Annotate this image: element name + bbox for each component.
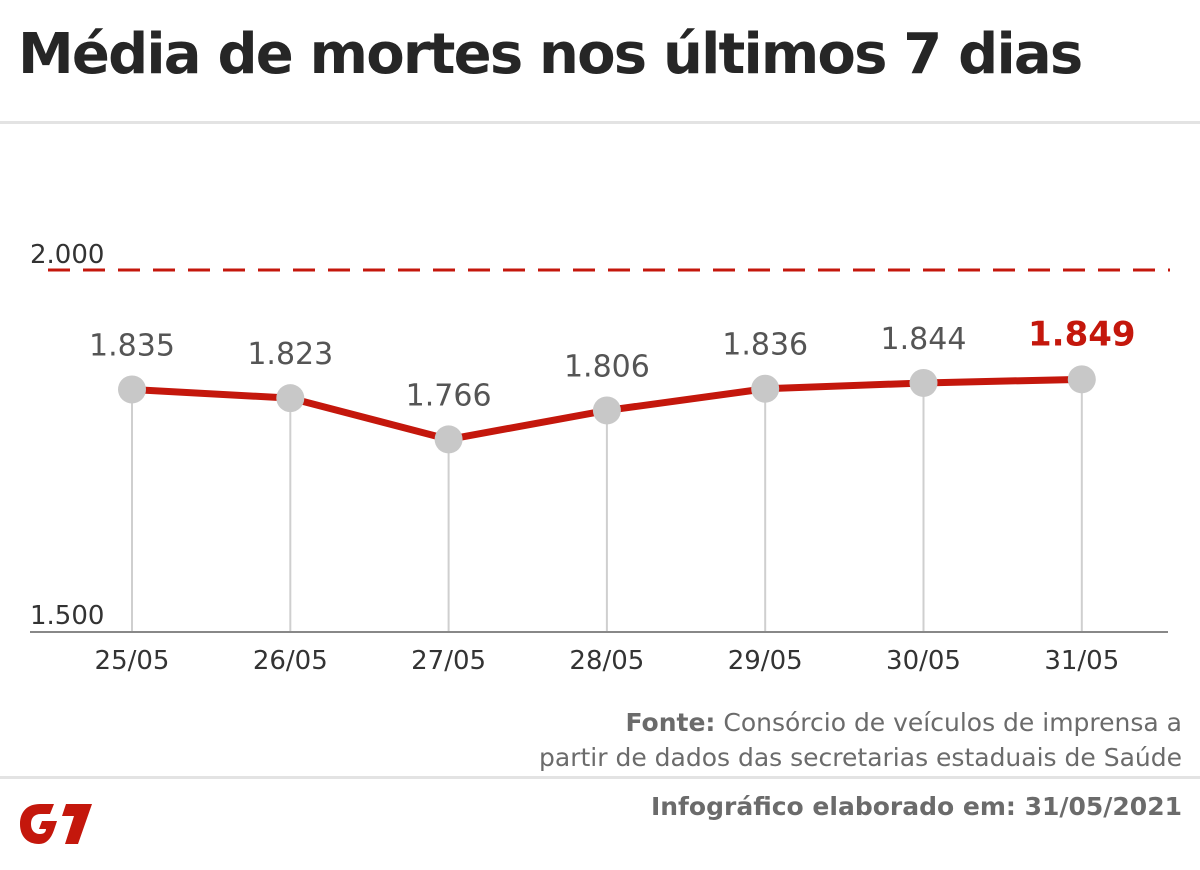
x-tick-label: 31/05 xyxy=(1044,646,1119,676)
line-chart: 2.000 1.500 1.835 1.823 1.766 1.806 1.836 1.844… xyxy=(30,240,1170,676)
data-label: 1.823 xyxy=(247,337,333,372)
data-point xyxy=(909,368,938,397)
data-label: 1.844 xyxy=(881,322,967,357)
data-label: 1.766 xyxy=(406,378,492,413)
source-line-2: partir de dados das secretarias estaduai… xyxy=(539,743,1182,772)
x-tick-label: 27/05 xyxy=(411,646,486,676)
y-tick-label-max: 2.000 xyxy=(30,240,104,270)
x-tick-label: 29/05 xyxy=(728,646,803,676)
data-point xyxy=(118,375,146,404)
data-label: 1.836 xyxy=(722,328,808,363)
source-line-1: Fonte: Consórcio de veículos de imprensa… xyxy=(422,705,1182,740)
source-text-1: Consórcio de veículos de imprensa a xyxy=(723,708,1182,737)
data-label: 1.806 xyxy=(564,349,650,384)
g1-logo: G1 xyxy=(20,804,92,844)
bottom-divider xyxy=(0,776,1200,779)
data-label: 1.835 xyxy=(89,328,175,363)
data-point xyxy=(276,384,305,413)
x-tick-label: 30/05 xyxy=(886,646,961,676)
x-tick-label: 26/05 xyxy=(253,646,328,676)
data-point xyxy=(1067,365,1096,394)
data-point xyxy=(751,374,780,403)
chart-title: Média de mortes nos últimos 7 dias xyxy=(18,22,1083,87)
x-tick-label: 28/05 xyxy=(569,646,644,676)
data-point xyxy=(434,425,463,454)
source-note: Fonte: Consórcio de veículos de imprensa… xyxy=(422,705,1182,775)
data-point xyxy=(592,396,621,425)
infographic-date: Infográfico elaborado em: 31/05/2021 xyxy=(650,792,1182,821)
x-tick-label: 25/05 xyxy=(95,646,170,676)
source-label: Fonte: xyxy=(625,708,716,737)
data-label-highlight: 1.849 xyxy=(1028,314,1136,354)
y-tick-label-min: 1.500 xyxy=(30,601,104,631)
top-divider xyxy=(0,121,1200,124)
